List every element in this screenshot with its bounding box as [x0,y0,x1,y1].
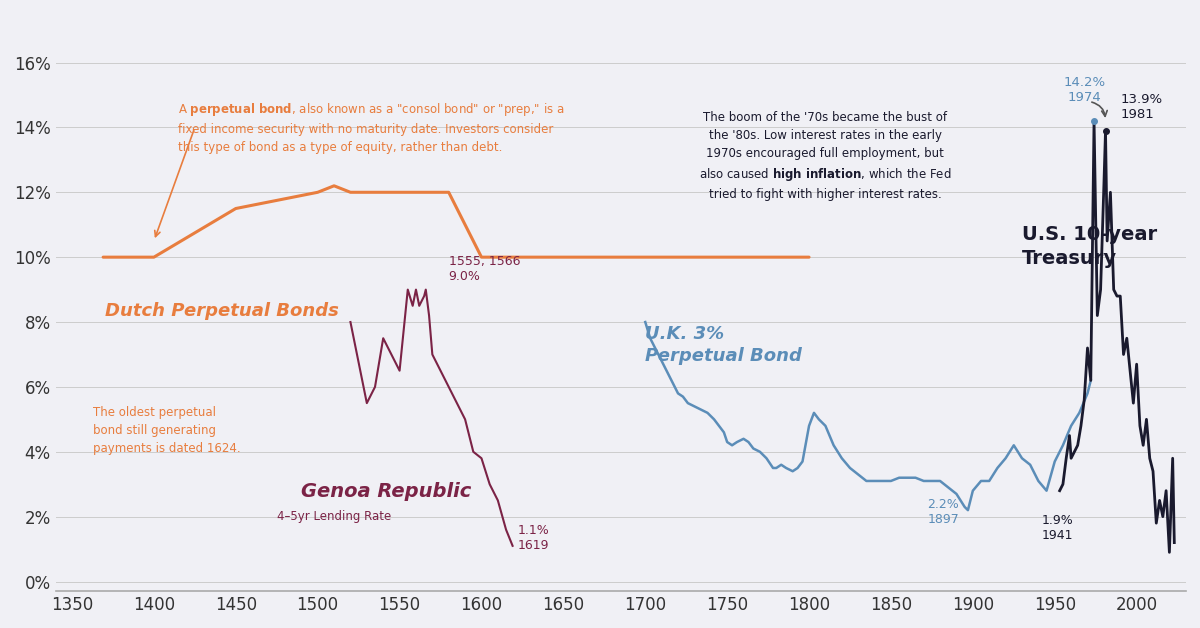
Text: 1.9%
1941: 1.9% 1941 [1042,514,1073,543]
Text: 13.9%
1981: 13.9% 1981 [1121,93,1163,121]
Text: 1555, 1566
9.0%: 1555, 1566 9.0% [449,255,521,283]
Text: U.S. 10-year
Treasury: U.S. 10-year Treasury [1022,225,1157,268]
Text: A $\bf{perpetual\ bond}$, also known as a "consol bond" or "prep," is a
fixed in: A $\bf{perpetual\ bond}$, also known as … [179,102,565,154]
Text: 1.1%
1619: 1.1% 1619 [517,524,550,552]
Text: Genoa Republic: Genoa Republic [301,482,472,501]
Text: Dutch Perpetual Bonds: Dutch Perpetual Bonds [104,301,338,320]
Text: 14.2%
1974: 14.2% 1974 [1063,77,1105,104]
Text: The boom of the '70s became the bust of
the '80s. Low interest rates in the earl: The boom of the '70s became the bust of … [700,111,952,201]
Text: U.K. 3%
Perpetual Bond: U.K. 3% Perpetual Bond [646,325,802,365]
Text: 4–5yr Lending Rate: 4–5yr Lending Rate [277,510,391,523]
Text: The oldest perpetual
bond still generating
payments is dated 1624.: The oldest perpetual bond still generati… [94,406,241,455]
Text: 2.2%
1897: 2.2% 1897 [928,498,959,526]
